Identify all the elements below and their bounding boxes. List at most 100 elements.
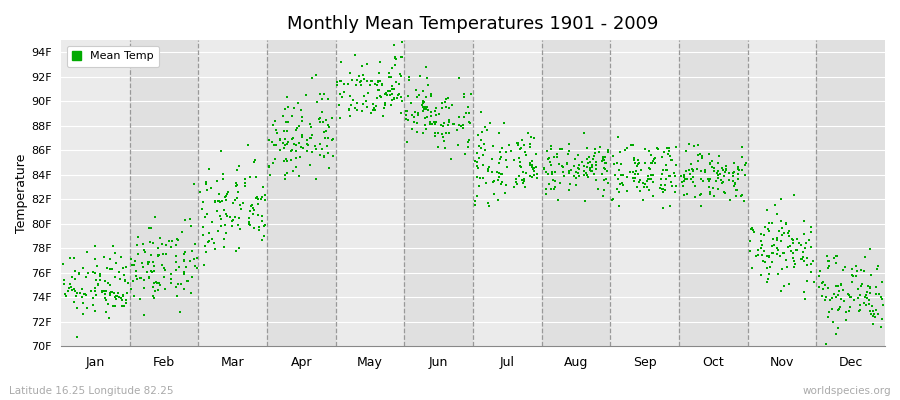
Point bbox=[797, 289, 812, 295]
Point bbox=[796, 254, 810, 261]
Point bbox=[679, 176, 693, 182]
Point bbox=[68, 293, 83, 300]
Point bbox=[137, 312, 151, 318]
Point bbox=[544, 162, 558, 168]
Point bbox=[211, 198, 225, 204]
Point bbox=[513, 146, 527, 152]
Point bbox=[173, 308, 187, 315]
Point bbox=[757, 232, 771, 238]
Point bbox=[459, 110, 473, 116]
Point bbox=[428, 133, 442, 140]
Point bbox=[248, 207, 262, 214]
Point bbox=[130, 251, 145, 258]
Point bbox=[439, 130, 454, 136]
Point bbox=[525, 174, 539, 180]
Point bbox=[523, 160, 537, 166]
Point bbox=[863, 290, 878, 296]
Point bbox=[868, 284, 883, 290]
Point bbox=[482, 120, 497, 126]
Point bbox=[269, 126, 284, 133]
Point bbox=[577, 168, 591, 174]
Point bbox=[112, 276, 127, 283]
Point bbox=[408, 109, 422, 115]
Point bbox=[133, 275, 148, 282]
Point bbox=[644, 160, 659, 166]
Point bbox=[238, 176, 252, 182]
Point bbox=[385, 86, 400, 92]
Point bbox=[199, 248, 213, 255]
Point bbox=[320, 143, 334, 150]
Point bbox=[543, 158, 557, 165]
Point bbox=[216, 176, 230, 182]
Point bbox=[370, 94, 384, 101]
Point bbox=[577, 163, 591, 170]
Point bbox=[620, 174, 634, 180]
Point bbox=[202, 238, 216, 244]
Point bbox=[88, 256, 103, 263]
Point bbox=[256, 184, 271, 190]
Point bbox=[578, 198, 592, 204]
Point bbox=[636, 184, 651, 190]
Point bbox=[292, 139, 307, 146]
Point bbox=[494, 171, 508, 178]
Point bbox=[770, 244, 784, 251]
Bar bbox=[816, 40, 885, 346]
Point bbox=[760, 264, 774, 271]
Point bbox=[295, 118, 310, 125]
Point bbox=[423, 119, 437, 125]
Point bbox=[491, 170, 506, 176]
Point bbox=[468, 202, 482, 208]
Point bbox=[677, 174, 691, 180]
Point bbox=[858, 254, 872, 260]
Point bbox=[711, 186, 725, 192]
Point bbox=[849, 263, 863, 270]
Point bbox=[717, 169, 732, 176]
Point bbox=[418, 64, 433, 70]
Point bbox=[770, 235, 784, 242]
Point bbox=[279, 156, 293, 162]
Point bbox=[530, 171, 544, 178]
Point bbox=[493, 155, 508, 162]
Point bbox=[280, 128, 294, 134]
Point bbox=[286, 135, 301, 142]
Point bbox=[863, 272, 878, 278]
Point bbox=[703, 191, 717, 198]
Point bbox=[568, 156, 582, 162]
Point bbox=[442, 130, 456, 136]
Point bbox=[262, 136, 276, 143]
Point bbox=[421, 107, 436, 113]
Point bbox=[115, 292, 130, 298]
Point bbox=[162, 238, 176, 244]
Point bbox=[231, 215, 246, 222]
Point bbox=[749, 253, 763, 260]
Point bbox=[424, 92, 438, 99]
Point bbox=[374, 94, 389, 100]
Point bbox=[645, 172, 660, 178]
Point bbox=[470, 174, 484, 180]
Point bbox=[525, 158, 539, 164]
Point bbox=[677, 178, 691, 184]
Point bbox=[796, 231, 811, 237]
Point bbox=[242, 219, 256, 225]
Point bbox=[819, 294, 833, 300]
Point bbox=[858, 300, 872, 306]
Point bbox=[786, 237, 800, 244]
Point bbox=[611, 167, 625, 174]
Bar bbox=[267, 40, 336, 346]
Point bbox=[866, 308, 880, 314]
Point bbox=[230, 222, 245, 228]
Point bbox=[550, 151, 564, 158]
Point bbox=[517, 142, 531, 149]
Point bbox=[337, 81, 351, 88]
Point bbox=[686, 174, 700, 180]
Point bbox=[518, 170, 533, 176]
Point bbox=[739, 160, 753, 166]
Point bbox=[319, 128, 333, 135]
Point bbox=[332, 101, 347, 108]
Point bbox=[256, 218, 270, 224]
Point bbox=[507, 156, 521, 163]
Point bbox=[435, 105, 449, 111]
Point bbox=[385, 83, 400, 89]
Point bbox=[660, 167, 674, 173]
Point bbox=[820, 252, 834, 259]
